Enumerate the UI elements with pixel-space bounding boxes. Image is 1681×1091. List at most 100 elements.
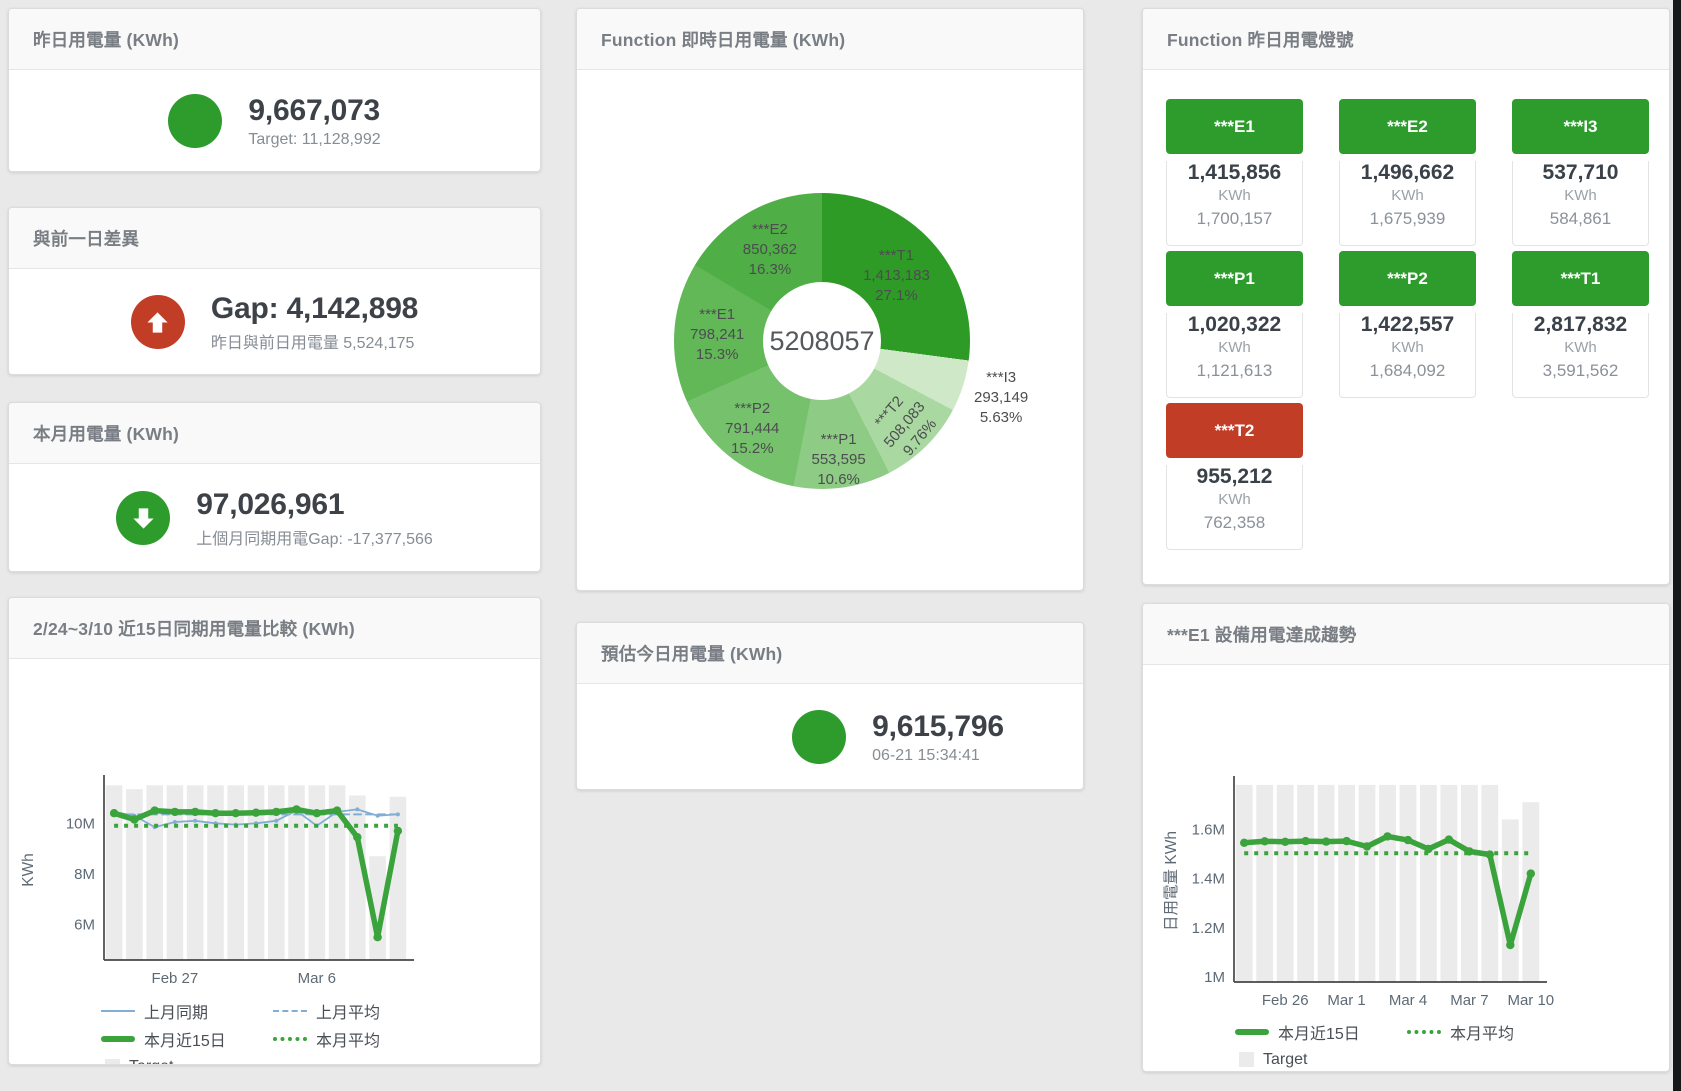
donut-slice-label-I3: ***I3 293,149 5.63%: [973, 369, 1029, 427]
tile-target-value: 1,675,939: [1369, 209, 1446, 228]
legend-label: 上月同期: [144, 1004, 209, 1022]
legend-swatch-thick: [1235, 1028, 1269, 1035]
legend-label: 本月近15日: [1278, 1025, 1360, 1043]
panel-header[interactable]: 預估今日用電量 (KWh): [577, 623, 1083, 684]
legend-swatch-dotted: [273, 1036, 307, 1041]
svg-text:6M: 6M: [74, 917, 95, 934]
svg-text:日用電量 KWh: 日用電量 KWh: [1163, 831, 1180, 931]
panel-title: Function 昨日用電燈號: [1167, 29, 1354, 50]
tile-value: 1,422,557: [1360, 313, 1455, 336]
legend-label: 本月平均: [316, 1032, 381, 1050]
legend-item-上月平均[interactable]: 上月平均: [273, 1000, 445, 1022]
legend-item-Target[interactable]: Target: [1235, 1049, 1407, 1070]
donut-slice-label-E1: ***E1 798,241 15.3%: [690, 305, 745, 363]
chart-body: 6M 8M 10M Feb 27 Mar 6 KWh 上月同期 上月平均 本月近15日 本月平均…: [9, 659, 540, 1064]
panel-e1-trend-chart: ***E1 設備用電達成趨勢 1M 1.2M 1.4M 1.6M Feb 26 Mar 1…: [1142, 603, 1670, 1072]
tile-target-value: 584,861: [1549, 209, 1612, 228]
legend-item-上月同期[interactable]: 上月同期: [101, 1000, 273, 1022]
tile-target-value: 762,358: [1203, 513, 1266, 532]
tile-name: ***I3: [1512, 99, 1649, 154]
panel-title: 本月用電量 (KWh): [33, 423, 180, 444]
panel-header[interactable]: 昨日用電量 (KWh): [9, 9, 540, 70]
tile-body: 2,817,832 KWh 3,591,562: [1512, 313, 1649, 398]
tile-value: 537,710: [1542, 161, 1619, 184]
panel-header[interactable]: 2/24~3/10 近15日同期用電量比較 (KWh): [9, 598, 540, 659]
tile-value: 1,020,322: [1187, 313, 1282, 336]
chart-body: 1M 1.2M 1.4M 1.6M Feb 26 Mar 1 Mar 4 Mar 7 Mar 1…: [1143, 665, 1669, 1070]
tile-unit: KWh: [1218, 491, 1251, 508]
panel-yesterday-usage: 昨日用電量 (KWh) 9,667,073 Target: 11,128,992: [8, 8, 541, 172]
light-tile-E2: ***E2 1,496,662 KWh 1,675,939: [1339, 99, 1476, 246]
panel-title: ***E1 設備用電達成趨勢: [1167, 624, 1357, 645]
arrow-up-icon: [147, 311, 168, 333]
legend-swatch-thick: [101, 1035, 135, 1042]
stat-value: 97,026,961: [196, 487, 345, 521]
tile-value: 955,212: [1196, 465, 1273, 488]
legend-swatch-dashed: [273, 1009, 307, 1012]
tile-body: 1,415,856 KWh 1,700,157: [1166, 161, 1303, 246]
donut-chart: 5208057 ***T1 1,413,183 27.1% ***I3 293,149 5.…: [674, 193, 1028, 489]
panel-header[interactable]: 本月用電量 (KWh): [9, 403, 540, 464]
tile-unit: KWh: [1218, 187, 1251, 204]
stat-body: 9,667,073 Target: 11,128,992: [9, 70, 540, 171]
legend-item-本月近15日[interactable]: 本月近15日: [1235, 1021, 1407, 1043]
tile-value: 1,415,856: [1187, 161, 1282, 184]
tile-body: 1,422,557 KWh 1,684,092: [1339, 313, 1476, 398]
legend-label: 本月近15日: [144, 1032, 226, 1050]
panel-title: 昨日用電量 (KWh): [33, 29, 180, 50]
light-tile-I3: ***I3 537,710 KWh 584,861: [1512, 99, 1649, 246]
tile-body: 955,212 KWh 762,358: [1166, 465, 1303, 550]
tile-name: ***P1: [1166, 251, 1303, 306]
tile-name: ***T2: [1166, 403, 1303, 458]
svg-text:1.2M: 1.2M: [1192, 920, 1225, 937]
chart-legend: 本月近15日 本月平均 Target: [1143, 1021, 1669, 1070]
light-tile-T2: ***T2 955,212 KWh 762,358: [1166, 403, 1303, 550]
panel-header[interactable]: Function 即時日用電量 (KWh): [577, 9, 1083, 70]
tile-target-value: 1,700,157: [1196, 209, 1273, 228]
tile-name: ***E2: [1339, 99, 1476, 154]
donut-total: 5208057: [769, 325, 875, 356]
legend-item-本月平均[interactable]: 本月平均: [273, 1028, 445, 1050]
light-tile-T1: ***T1 2,817,832 KWh 3,591,562: [1512, 251, 1649, 398]
panel-title: 預估今日用電量 (KWh): [601, 643, 783, 664]
tile-target-value: 3,591,562: [1542, 361, 1619, 380]
e1-trend-line-chart: 1M 1.2M 1.4M 1.6M Feb 26 Mar 1 Mar 4 Mar 7 Mar 1…: [1163, 776, 1554, 1009]
status-circle: [168, 94, 223, 148]
donut-slice-label-P2: ***P2 791,444 15.2%: [725, 399, 780, 457]
panel-header[interactable]: ***E1 設備用電達成趨勢: [1143, 604, 1669, 665]
dark-edge-strip: [1673, 0, 1681, 1091]
legend-label: Target: [1263, 1050, 1308, 1068]
stat-body: 97,026,961 上個月同期用電Gap: -17,377,566: [9, 464, 540, 571]
panel-15day-comparison-chart: 2/24~3/10 近15日同期用電量比較 (KWh) 6M 8M 10M Feb 2…: [8, 597, 541, 1065]
tile-unit: KWh: [1218, 339, 1251, 356]
legend-swatch-dotted: [1407, 1029, 1441, 1034]
stat-subtitle: 上個月同期用電Gap: -17,377,566: [196, 530, 433, 548]
legend-item-Target[interactable]: Target: [101, 1056, 273, 1064]
panel-header[interactable]: 與前一日差異: [9, 208, 540, 269]
light-tile-P1: ***P1 1,020,322 KWh 1,121,613: [1166, 251, 1303, 398]
svg-text:8M: 8M: [74, 866, 95, 883]
tile-body: 1,496,662 KWh 1,675,939: [1339, 161, 1476, 246]
legend-swatch-box: [1239, 1052, 1254, 1067]
svg-text:KWh: KWh: [20, 853, 37, 887]
tile-body: 1,020,322 KWh 1,121,613: [1166, 313, 1303, 398]
stat-subtitle: Target: 11,128,992: [248, 130, 381, 148]
panel-month-usage: 本月用電量 (KWh) 97,026,961 上個月同期用電Gap: -17,3…: [8, 402, 541, 572]
svg-text:Mar 10: Mar 10: [1507, 992, 1554, 1009]
stat-body: 9,615,796 06-21 15:34:41: [645, 684, 1083, 789]
tile-unit: KWh: [1391, 339, 1424, 356]
status-circle: [130, 295, 185, 349]
tile-unit: KWh: [1564, 187, 1597, 204]
stat-timestamp: 06-21 15:34:41: [872, 746, 980, 764]
tile-name: ***T1: [1512, 251, 1649, 306]
panel-header[interactable]: Function 昨日用電燈號: [1143, 9, 1669, 70]
legend-item-本月近15日[interactable]: 本月近15日: [101, 1028, 273, 1050]
light-tiles-grid: ***E1 1,415,856 KWh 1,700,157 ***E2 1,496,662…: [1143, 70, 1669, 550]
panel-yesterday-status-lights: Function 昨日用電燈號 ***E1 1,415,856 KWh 1,700,1…: [1142, 8, 1670, 585]
tile-name: ***E1: [1166, 99, 1303, 154]
svg-text:Feb 27: Feb 27: [152, 970, 199, 987]
legend-item-本月平均[interactable]: 本月平均: [1407, 1021, 1579, 1043]
svg-text:Mar 7: Mar 7: [1450, 992, 1488, 1009]
stat-value: Gap: 4,142,898: [210, 291, 419, 325]
